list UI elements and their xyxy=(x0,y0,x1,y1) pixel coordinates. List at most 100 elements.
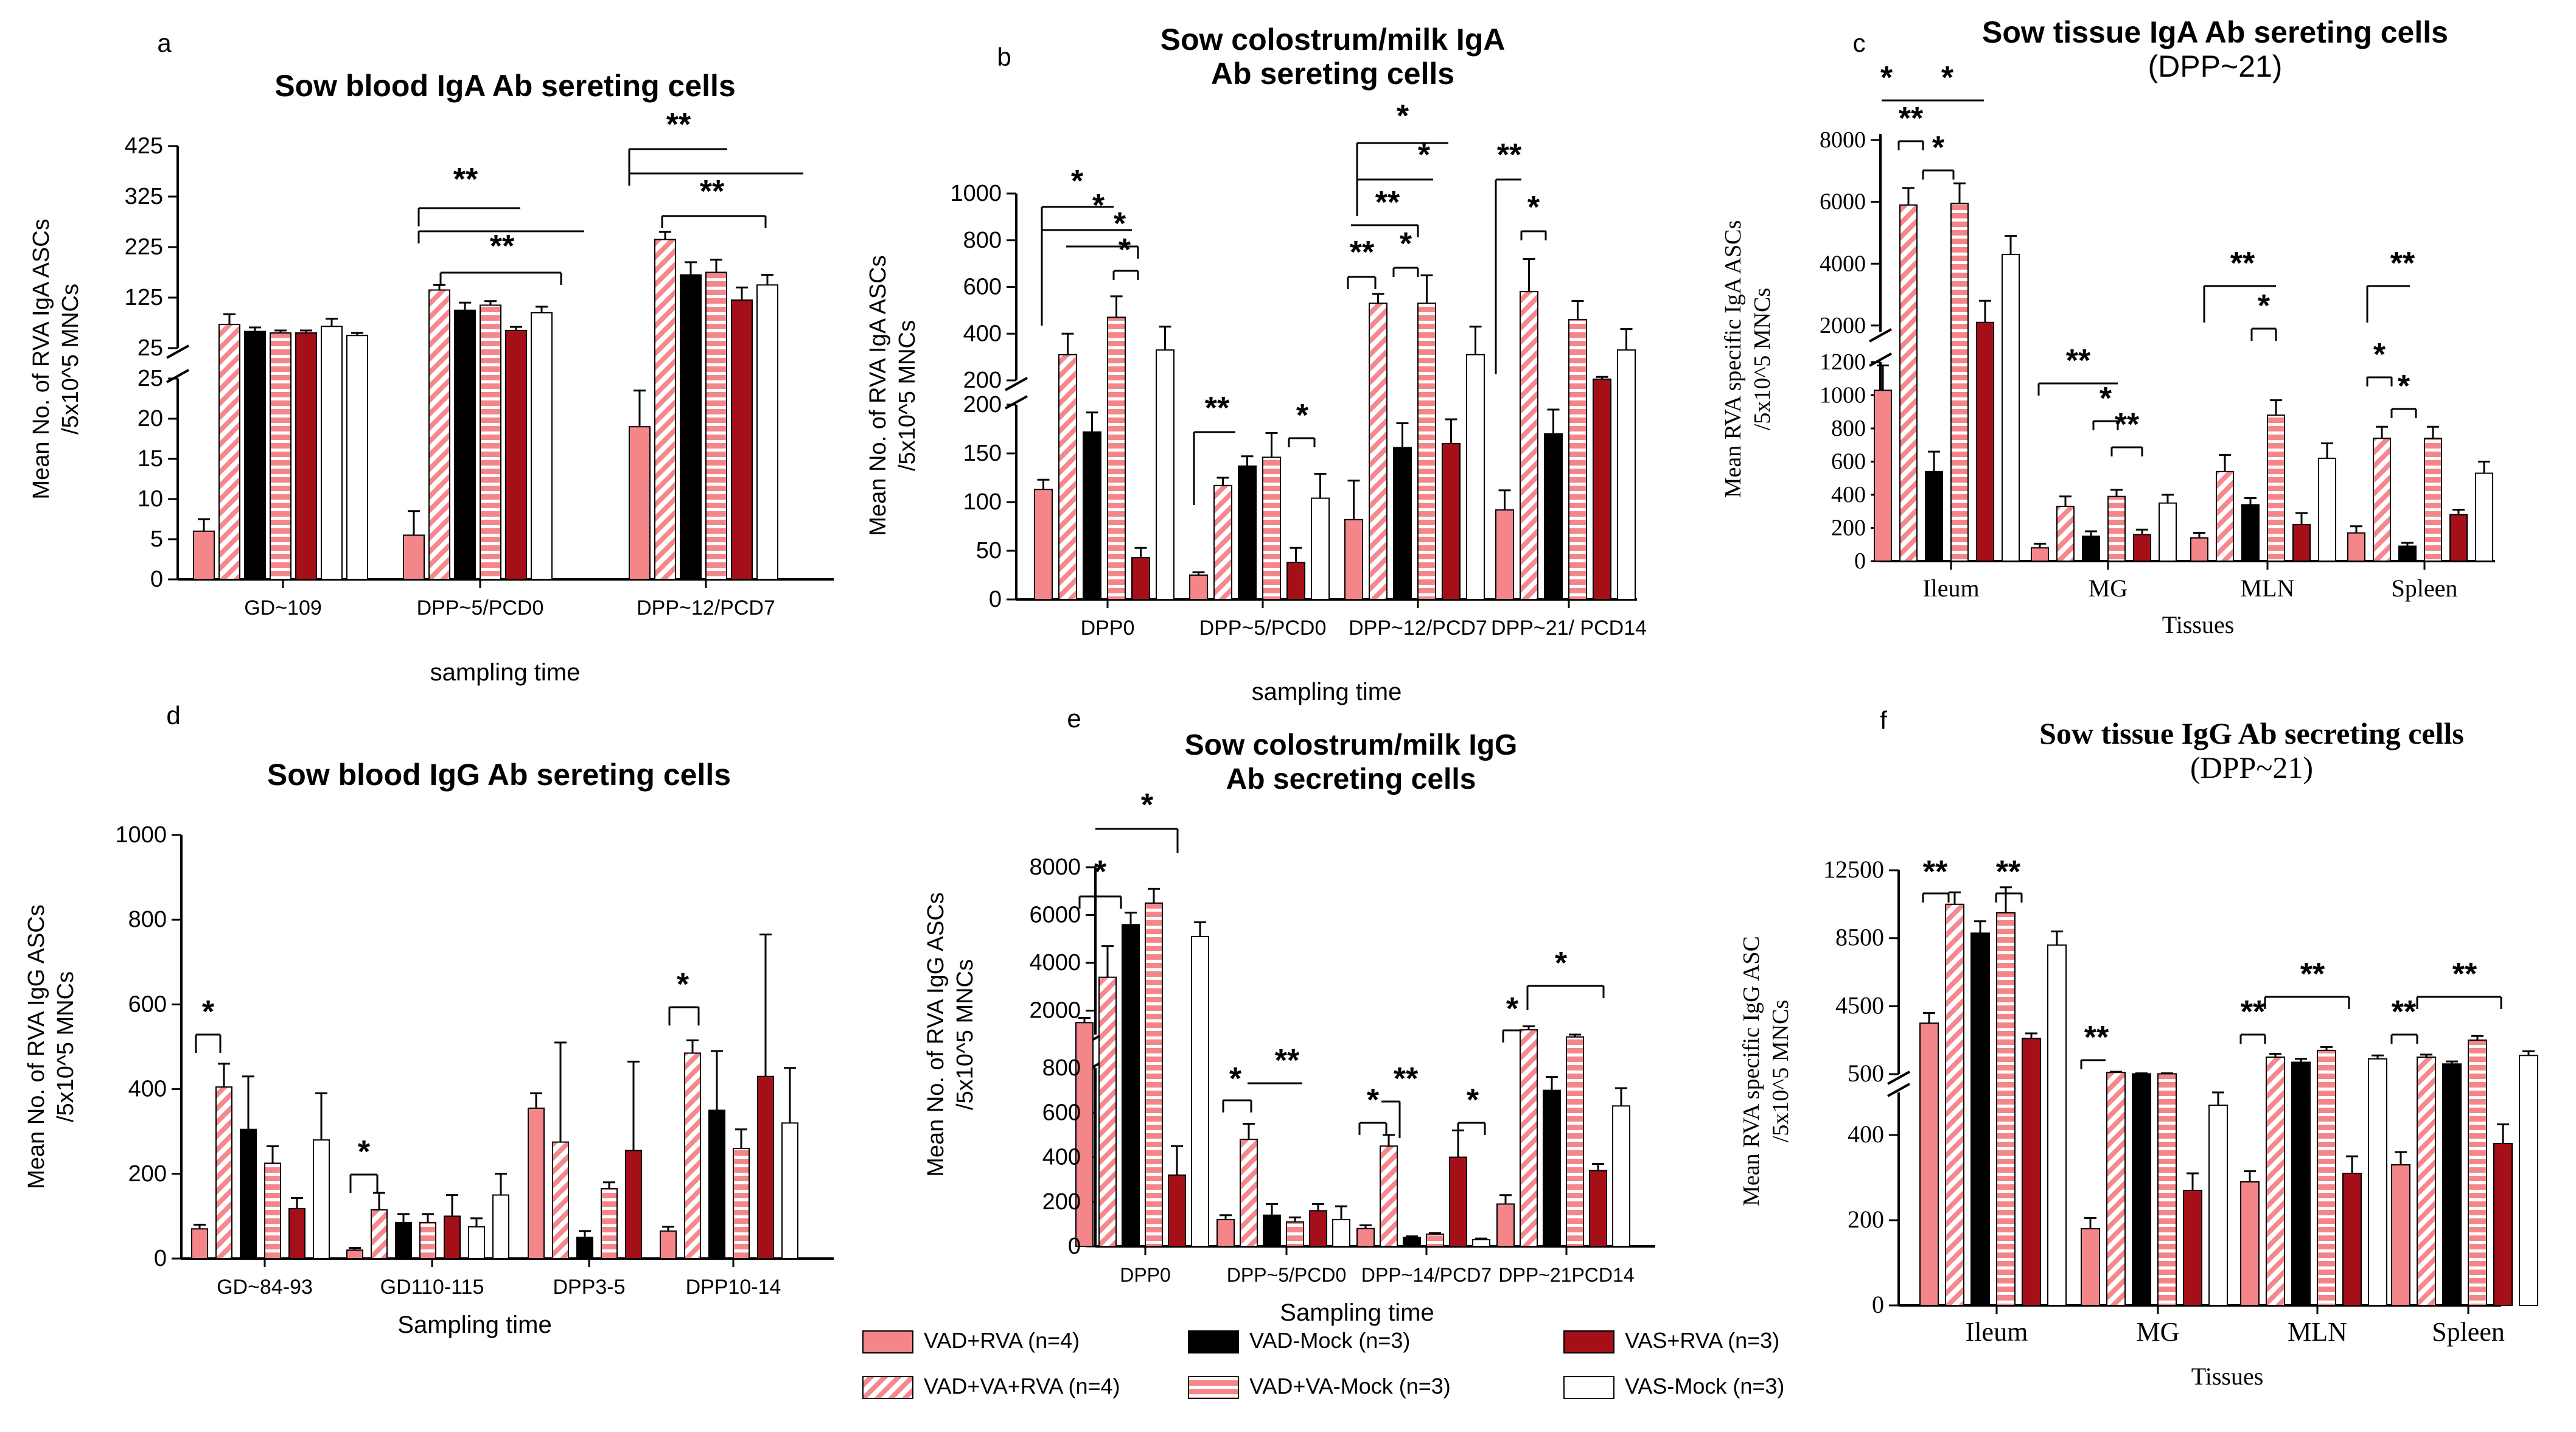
significance-star: * xyxy=(2398,369,2410,404)
bar-vas_mock xyxy=(1156,349,1175,600)
significance-star: * xyxy=(677,967,689,1002)
bar-vad_va_mock xyxy=(2157,1073,2177,1306)
bar-vas_rva xyxy=(295,332,317,580)
significance-star: * xyxy=(1114,206,1126,242)
legend-swatch xyxy=(1188,1376,1239,1399)
x-tick-label: MG xyxy=(2089,575,2127,602)
x-tick-label: DPP~5/PCD0 xyxy=(1227,1264,1347,1286)
bar-vas_mock xyxy=(1311,497,1330,600)
bar-vas_mock xyxy=(1612,1105,1630,1247)
bar-vad_va_mock xyxy=(2424,438,2442,562)
y-axis-label: Mean No. of RVA IgA ASCs xyxy=(865,255,891,536)
chart-title: Sow colostrum/milk IgG xyxy=(1185,729,1518,761)
y-axis-label: Mean RVA specific IgA ASCs xyxy=(1720,220,1746,498)
bar-vas_mock xyxy=(492,1194,509,1259)
bar-vas_mock xyxy=(2368,1058,2387,1306)
bar-vad_rva xyxy=(1034,489,1053,601)
bar-vad_va_mock xyxy=(264,1162,281,1260)
y-tick-label: 400 xyxy=(1848,1120,1884,1148)
y-tick-label: 10 xyxy=(138,486,163,512)
y-tick-label: 1200 xyxy=(1820,349,1866,375)
bar-vad_va_rva xyxy=(428,289,450,580)
chart-title: Sow tissue IgA Ab sereting cells xyxy=(1982,15,2448,49)
bar-vad_va_rva xyxy=(2417,1057,2436,1307)
y-axis-label: /5x10^5 MNCs xyxy=(53,971,79,1122)
x-tick-label: DPP~21PCD14 xyxy=(1498,1264,1634,1286)
x-axis-label: sampling time xyxy=(430,659,581,686)
bar-vad_mock xyxy=(1122,924,1140,1248)
bar-vad_mock xyxy=(1544,433,1563,600)
significance-layer: ******** ****** ******* ***** **************… xyxy=(195,60,2502,1193)
bar-vad_va_mock xyxy=(1568,319,1587,600)
bar-vad_va_rva xyxy=(1058,354,1077,600)
x-tick-label: DPP0 xyxy=(1120,1264,1171,1286)
legend-swatch xyxy=(862,1376,913,1399)
bar-vad_va_mock xyxy=(1286,1221,1304,1248)
bar-vad_rva xyxy=(528,1107,545,1260)
y-axis-label: /5x10^5 MNCs xyxy=(1750,288,1775,430)
bar-vad_va_mock xyxy=(1262,456,1281,601)
x-tick-label: Spleen xyxy=(2392,575,2458,602)
y-tick-label: 1000 xyxy=(1820,383,1866,408)
significance-star: * xyxy=(1880,60,1893,96)
y-tick-label: 6000 xyxy=(1820,189,1866,215)
y-axis-label: /5x10^5 MNCs xyxy=(1768,1000,1793,1142)
x-axis-label: Sampling time xyxy=(397,1312,551,1338)
bar-vad_va_rva xyxy=(1380,1145,1398,1247)
significance-star: ** xyxy=(2230,246,2255,281)
bar-vas_rva xyxy=(1589,1170,1607,1247)
y-tick-label: 0 xyxy=(1068,1234,1081,1259)
significance-star: ** xyxy=(666,107,691,142)
bar-vad_va_mock xyxy=(1145,902,1163,1247)
y-axis-label: Mean No. of RVA IgG ASCs xyxy=(24,904,49,1189)
bar-vad_va_rva xyxy=(684,1052,701,1259)
legend-swatch xyxy=(1188,1330,1239,1353)
chart-title: Ab sereting cells xyxy=(1211,57,1454,91)
bar-vas_rva xyxy=(625,1150,642,1260)
y-tick-label: 200 xyxy=(1042,1189,1081,1215)
significance-star: * xyxy=(1555,946,1568,981)
bar-vad_va_rva xyxy=(2373,438,2391,562)
bar-vad_mock xyxy=(2398,545,2417,562)
axis-break-mark xyxy=(1887,1071,1910,1085)
bar-vas_rva xyxy=(2449,514,2468,562)
bar-vad_rva xyxy=(193,530,215,580)
y-axis-label: /5x10^5 MNCs xyxy=(58,284,83,435)
legend-label: VAD+VA+RVA (n=4) xyxy=(924,1374,1120,1399)
x-axis-label: Tissues xyxy=(2191,1363,2264,1390)
y-tick-label: 800 xyxy=(1042,1055,1081,1081)
legend-item-vas_rva: VAS+RVA (n=3) xyxy=(1563,1328,1779,1353)
y-tick-label: 800 xyxy=(963,228,1002,253)
x-tick-label: DPP~12/PCD7 xyxy=(637,596,775,620)
bar-vad_va_mock xyxy=(2107,495,2126,562)
significance-star: * xyxy=(1941,60,1954,96)
bar-vad_mock xyxy=(240,1128,257,1259)
bar-vad_va_rva xyxy=(552,1141,569,1259)
bar-vad_va_mock xyxy=(1996,912,2016,1306)
bar-vad_rva xyxy=(1356,1228,1375,1247)
bar-vad_va_rva xyxy=(1899,204,1918,562)
x-tick-label: DPP0 xyxy=(1081,616,1135,640)
bar-vad_mock xyxy=(1403,1237,1421,1247)
y-axis-label: /5x10^5 MNCs xyxy=(952,959,978,1110)
x-tick-label: DPP~21/ PCD14 xyxy=(1491,616,1647,640)
bar-vas_rva xyxy=(1309,1210,1327,1248)
significance-star: ** xyxy=(1899,101,1924,136)
y-tick-label: 225 xyxy=(125,234,163,260)
significance-star: ** xyxy=(2452,957,2477,992)
y-axis-label: Mean No. of RVA IgG ASCs xyxy=(923,892,949,1177)
bar-vad_va_rva xyxy=(1520,1029,1538,1247)
legend-swatch xyxy=(1563,1376,1614,1399)
y-tick-label: 600 xyxy=(128,991,167,1017)
bar-vad_va_mock xyxy=(2267,414,2285,562)
chart-title: (DPP~21) xyxy=(2190,750,2313,784)
y-tick-label: 125 xyxy=(125,285,163,310)
significance-star: ** xyxy=(1394,1061,1419,1097)
significance-star: ** xyxy=(2084,1020,2109,1055)
y-tick-label: 1000 xyxy=(950,181,1002,206)
bar-vad_rva xyxy=(191,1228,208,1260)
bar-vas_rva xyxy=(2183,1190,2202,1306)
bar-vad_mock xyxy=(2082,536,2100,562)
bar-vad_va_rva xyxy=(1240,1139,1258,1247)
bar-vad_rva xyxy=(346,1249,363,1260)
